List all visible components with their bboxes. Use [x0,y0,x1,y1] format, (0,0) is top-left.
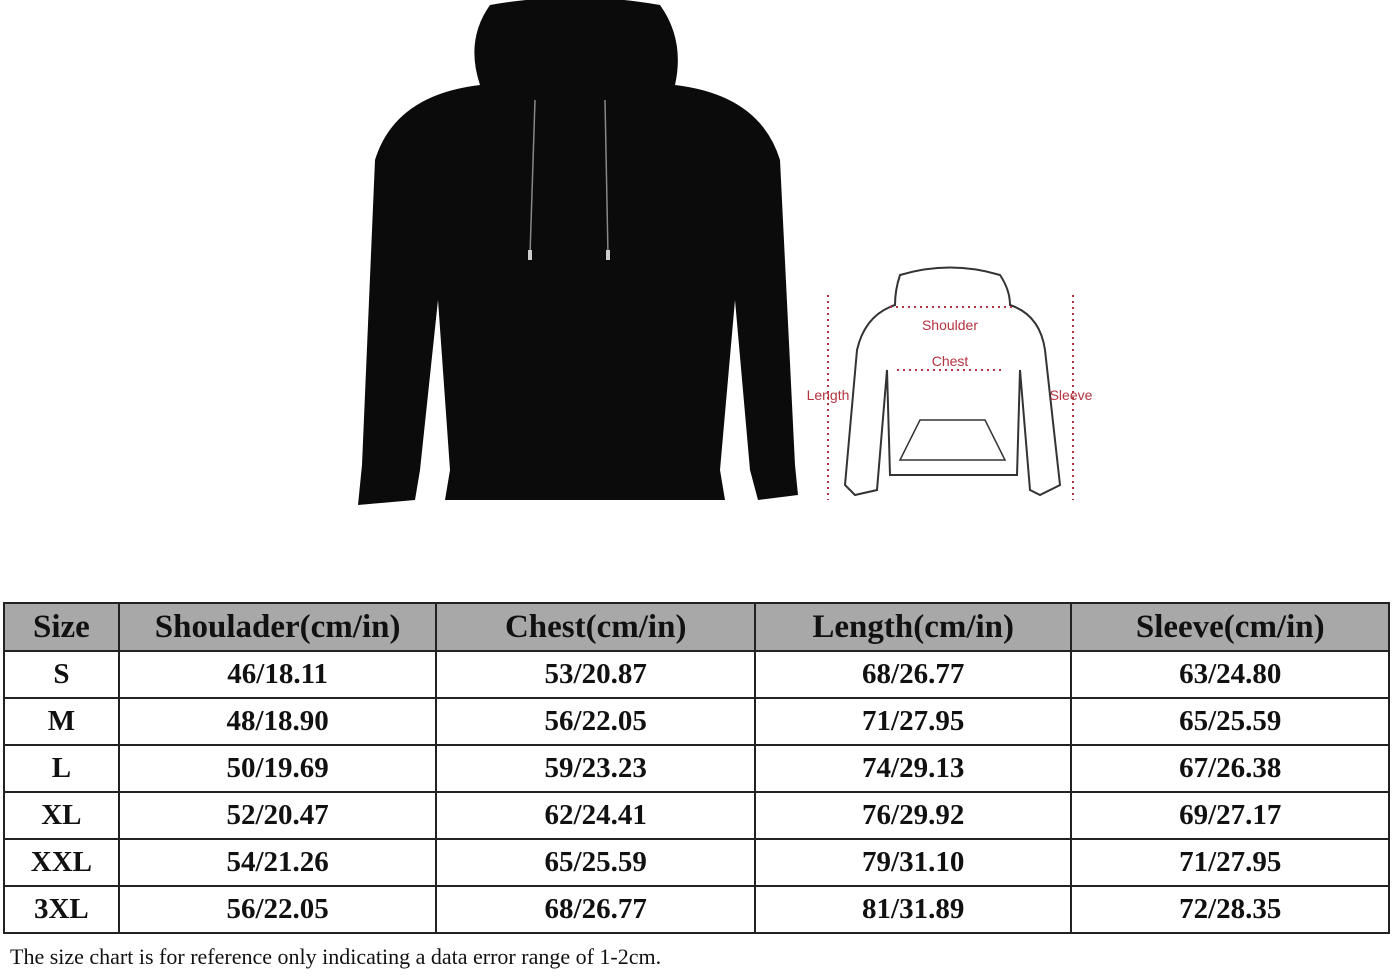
table-row: XL 52/20.47 62/24.41 76/29.92 69/27.17 [3,791,1390,840]
measurement-cell: 67/26.38 [1070,744,1390,793]
measurement-cell: 46/18.11 [117,650,438,699]
length-label: Length [807,387,850,403]
size-cell: L [3,744,120,793]
measurement-cell: 50/19.69 [117,744,438,793]
measurement-cell: 62/24.41 [435,791,756,840]
measurement-cell: 74/29.13 [753,744,1073,793]
measurement-cell: 56/22.05 [435,697,756,746]
column-header: Shoulader(cm/in) [117,602,438,652]
table-row: L 50/19.69 59/23.23 74/29.13 67/26.38 [3,744,1390,793]
chest-label: Chest [932,353,969,369]
size-cell: S [3,650,120,699]
measurement-cell: 48/18.90 [117,697,438,746]
measurement-cell: 68/26.77 [435,885,756,934]
measurement-cell: 72/28.35 [1070,885,1390,934]
size-chart-note: The size chart is for reference only ind… [10,944,662,969]
measurement-cell: 71/27.95 [753,697,1073,746]
size-cell: 3XL [3,885,120,934]
table-header-row: Size Shoulader(cm/in) Chest(cm/in) Length(c… [3,602,1390,652]
table-row: M 48/18.90 56/22.05 71/27.95 65/25.59 [3,697,1390,746]
measurement-cell: 76/29.92 [753,791,1073,840]
size-chart-table: Size Shoulader(cm/in) Chest(cm/in) Length(c… [3,602,1390,934]
size-cell: XXL [3,838,120,887]
measurement-cell: 56/22.05 [117,885,438,934]
table-row: 3XL 56/22.05 68/26.77 81/31.89 72/28.35 [3,885,1390,934]
measurement-cell: 59/23.23 [435,744,756,793]
column-header: Size [3,602,120,652]
column-header: Length(cm/in) [753,602,1073,652]
measurement-cell: 71/27.95 [1070,838,1390,887]
shoulder-label: Shoulder [922,317,978,333]
measurement-cell: 65/25.59 [435,838,756,887]
measurement-cell: 53/20.87 [435,650,756,699]
measurement-cell: 79/31.10 [753,838,1073,887]
measurement-cell: 81/31.89 [753,885,1073,934]
measurement-cell: 69/27.17 [1070,791,1390,840]
measurement-cell: 68/26.77 [753,650,1073,699]
column-header: Chest(cm/in) [435,602,756,652]
measurement-cell: 54/21.26 [117,838,438,887]
column-header: Sleeve(cm/in) [1070,602,1390,652]
measurement-cell: 52/20.47 [117,791,438,840]
measurement-cell: 65/25.59 [1070,697,1390,746]
size-cell: XL [3,791,120,840]
table-row: XXL 54/21.26 65/25.59 79/31.10 71/27.95 [3,838,1390,887]
measurement-diagram: Shoulder Chest Length Sleeve [807,266,1093,500]
sleeve-label: Sleeve [1050,387,1093,403]
size-cell: M [3,697,120,746]
measurement-cell: 63/24.80 [1070,650,1390,699]
table-row: S 46/18.11 53/20.87 68/26.77 63/24.80 [3,650,1390,699]
black-hoodie-photo [358,0,798,505]
